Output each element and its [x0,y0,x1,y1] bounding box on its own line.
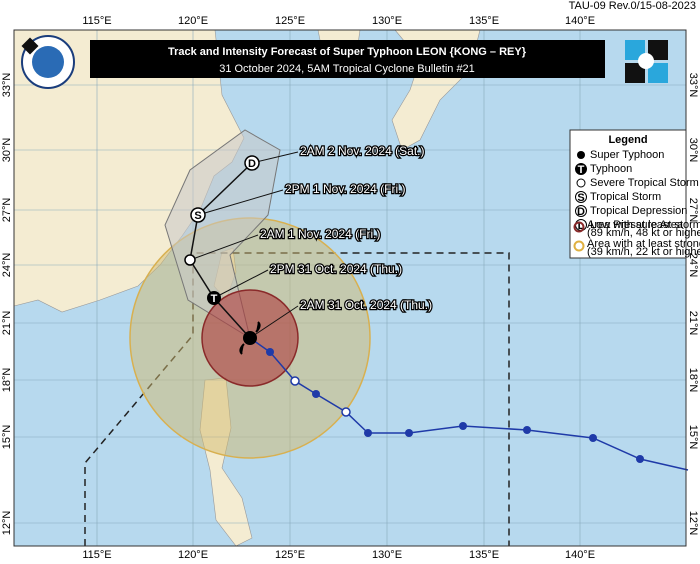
forecast-icon [207,291,221,305]
lon-label: 140°E [565,549,595,561]
legend-icon [573,221,585,233]
forecast-symbol: T [211,293,218,305]
lon-label: 130°E [372,549,402,561]
forecast-symbol: S [194,210,201,222]
past-positions [266,348,644,463]
lat-label: 18°N [1,368,13,393]
forecast-icon [184,254,196,266]
forecast-symbol: D [248,158,256,170]
legend-label: Low Pressure Area [590,219,684,231]
legend-symbol: T [578,164,585,176]
legend-icon [573,240,585,252]
subtitle: 31 October 2024, 5AM Tropical Cyclone Bu… [219,63,475,75]
lon-label: 130°E [372,15,402,27]
forecast-label: 2AM 1 Nov. 2024 (Fri.) [260,227,380,241]
forecast-icon [190,207,206,223]
legend-label: Super Typhoon [590,149,664,161]
legend-icon [576,178,586,188]
lon-label: 135°E [469,15,499,27]
lon-label: 115°E [82,549,111,561]
lat-label: 24°N [1,253,13,278]
legend-label: Tropical Storm [590,191,661,203]
lat-label: 18°N [687,368,699,393]
title: Track and Intensity Forecast of Super Ty… [168,46,527,58]
legend-icon [575,191,587,203]
current-position [239,321,261,355]
lat-label: 21°N [1,311,13,336]
legend-label: Typhoon [590,163,632,175]
forecast-label: 2AM 31 Oct. 2024 (Thu.) [300,298,432,312]
legend-box [569,129,687,259]
legend-label: (89 km/h, 48 kt or higher) [587,227,700,239]
legend-symbol: S [577,192,584,204]
legend-symbol: L [578,220,585,232]
lon-label: 125°E [275,549,305,561]
legend-icon [575,163,587,175]
revision: TAU-09 Rev.0/15-08-2023 [569,0,696,12]
lon-label: 115°E [82,15,111,27]
lat-label: 15°N [687,425,699,450]
legend: Legend Super Typhoon T Typhoon Severe Tropi… [569,129,700,259]
legend-symbol: D [577,206,585,218]
legend-label: Tropical Depression [590,205,687,217]
lat-label: 33°N [1,73,13,98]
legend-icon [575,205,587,217]
forecast-label: 2AM 2 Nov. 2024 (Sat.) [300,144,425,158]
lat-label: 12°N [1,511,13,536]
title-box [90,40,605,78]
legend-icon [577,151,585,159]
lon-label: 140°E [565,15,595,27]
axis-labels: 115°E 115°E 120°E 120°E 125°E 125°E 130°E 130°E… [1,15,699,561]
lat-label: 30°N [687,138,699,163]
forecast-cone [164,129,281,340]
forecast-icon [244,155,260,171]
logo-left [21,35,75,89]
legend-label: Area with at least storm-force winds [587,219,700,231]
lat-label: 30°N [1,138,13,163]
lat-label: 33°N [687,73,699,98]
map-area: 2AM 2 Nov. 2024 (Sat.) 2PM 1 Nov. 2024 (… [13,29,689,547]
past-track [249,337,689,471]
lat-label: 21°N [687,311,699,336]
lon-label: 120°E [178,549,208,561]
legend-label: Area with at least strong winds [587,238,700,250]
logo-right [625,40,668,83]
lon-label: 125°E [275,15,305,27]
lat-label: 27°N [1,198,13,223]
map-frame [13,29,687,547]
forecast-label: 2PM 1 Nov. 2024 (Fri.) [285,182,405,196]
lat-label: 27°N [687,198,699,223]
lon-label: 120°E [178,15,208,27]
lat-label: 24°N [687,253,699,278]
lat-label: 15°N [1,425,13,450]
legend-label: Severe Tropical Storm [590,177,699,189]
lat-label: 12°N [687,511,699,536]
leader-lines [189,151,299,339]
lon-label: 135°E [469,549,499,561]
forecast-label: 2PM 31 Oct. 2024 (Thu.) [270,262,402,276]
legend-title: Legend [608,134,647,146]
legend-label: (39 km/h, 22 kt or higher) [587,246,700,258]
